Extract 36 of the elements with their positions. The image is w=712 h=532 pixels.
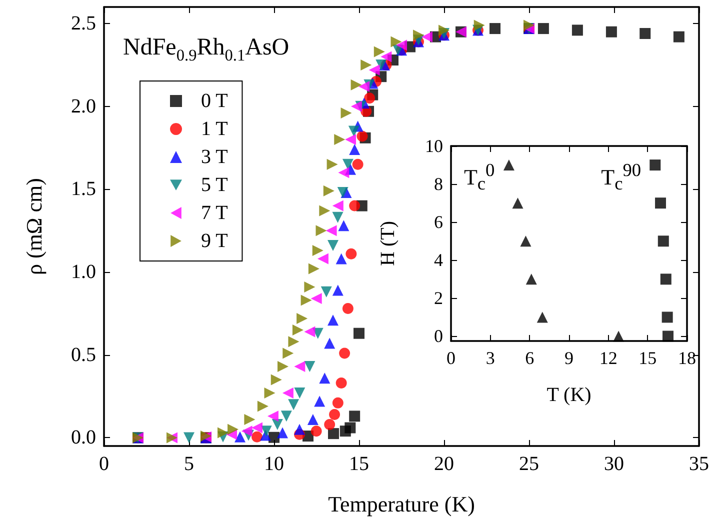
y-tick-label: 1.0 — [71, 261, 96, 284]
legend-label: 0 T — [201, 90, 228, 112]
x-tick-label: 20 — [434, 453, 454, 475]
x-tick-label: 15 — [638, 348, 657, 368]
y-tick-label: 2.0 — [71, 95, 96, 118]
y-tick-label: 8 — [434, 174, 443, 194]
x-tick-label: 18 — [678, 348, 696, 368]
y-tick-label: 4 — [434, 250, 443, 270]
y-axis-title: H (T) — [377, 221, 399, 266]
y-tick-label: 0.0 — [71, 426, 96, 449]
legend-label: 3 T — [201, 146, 228, 168]
y-tick-label: 0 — [434, 326, 443, 346]
y-tick-label: 2 — [434, 288, 443, 308]
x-tick-label: 35 — [689, 453, 709, 475]
x-tick-label: 6 — [525, 348, 534, 368]
y-tick-label: 2.5 — [71, 12, 96, 35]
x-tick-label: 25 — [519, 453, 539, 475]
x-axis-title: T (K) — [546, 384, 592, 406]
x-tick-label: 30 — [604, 453, 624, 475]
legend-label: 5 T — [201, 174, 228, 196]
y-tick-label: 10 — [425, 136, 443, 156]
x-tick-label: 3 — [486, 348, 495, 368]
x-tick-label: 12 — [599, 348, 618, 368]
x-tick-label: 15 — [349, 453, 369, 475]
x-tick-label: 10 — [264, 453, 284, 475]
y-axis-title: ρ (mΩ cm) — [22, 178, 47, 275]
y-tick-label: 6 — [434, 212, 443, 232]
x-tick-label: 5 — [184, 453, 194, 475]
legend-label: 7 T — [201, 202, 228, 224]
y-tick-label: 1.5 — [71, 178, 96, 200]
x-tick-label: 0 — [446, 348, 456, 368]
x-tick-label: 9 — [564, 348, 574, 368]
x-axis-title: Temperature (K) — [328, 491, 475, 516]
legend-label: 9 T — [201, 230, 228, 252]
legend-label: 1 T — [201, 118, 228, 140]
y-tick-label: 0.5 — [71, 344, 96, 366]
